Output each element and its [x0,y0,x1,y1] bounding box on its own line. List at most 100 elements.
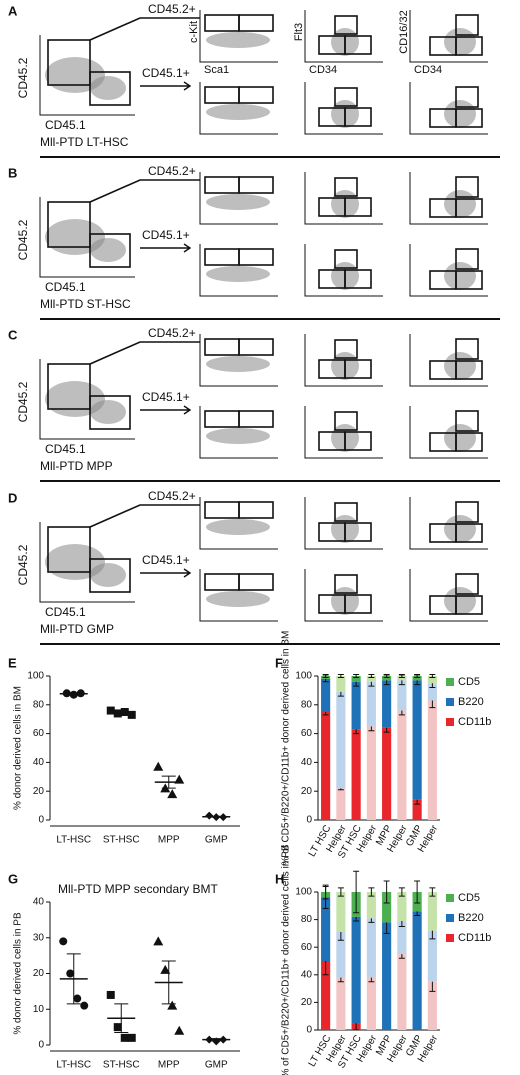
gate [204,176,240,194]
cell-cloud [90,76,126,100]
bar-segment [397,954,407,1030]
cell-cloud [206,32,270,48]
y-axis-label: CD45.2 [16,219,30,260]
y-tick-label: 80 [33,699,45,710]
gate [204,338,240,356]
gate [47,39,91,86]
bar-segment [382,727,392,820]
cell-cloud [206,591,270,607]
gate [455,432,483,452]
cell-cloud [444,100,476,128]
gate [204,410,240,428]
gate-label: CD45.2+ [148,326,196,340]
panel-label: F [275,655,283,670]
bar-segment [366,726,376,820]
bar-segment [366,892,376,919]
plot-axes [409,82,488,135]
gate-arrow [140,81,192,91]
bar-segment [336,892,346,933]
panel-label: B [8,165,17,180]
y-tick-label: 20 [301,786,313,797]
bar-segment [397,920,407,955]
bar-segment [412,680,422,800]
cell-cloud [444,262,476,290]
x-tick-label: MPP [158,1060,180,1071]
plot-axes [409,334,488,387]
bar-segment [336,977,346,1030]
error-bar [114,711,129,715]
y-axis-label: % donor derived cells in BM [13,686,24,810]
gate [334,339,358,359]
error-bar [398,887,405,897]
x-axis-label: CD34 [414,64,442,76]
cell-cloud [444,515,476,543]
plot-axes [304,82,383,135]
gate [455,108,483,128]
error-bar [368,674,375,678]
y-tick-label: 80 [301,699,313,710]
y-axis-label: Flt3 [293,23,305,41]
error-bar [383,880,390,904]
bar-segment [397,680,407,711]
y-tick-label: 0 [306,1025,312,1036]
error-bar [353,674,360,678]
gate [238,338,274,356]
x-tick-label: ST-HSC [103,835,140,846]
bar-segment [382,922,392,1030]
cell-cloud [206,356,270,372]
plot-axes [304,10,383,63]
legend-swatch [446,718,454,726]
bar-segment [336,932,346,978]
gate-connector [89,17,200,41]
error-bar [429,887,436,897]
y-tick-label: 60 [301,942,313,953]
gate [455,198,483,218]
gate-label: CD45.2+ [148,489,196,503]
gate [238,14,274,32]
gate-connector [89,179,200,203]
y-tick-label: 60 [301,728,313,739]
data-point [167,1000,178,1010]
bar-segment [412,911,422,1030]
data-point [153,936,164,946]
x-tick-label: GMP [205,835,228,846]
cell-cloud [90,563,126,587]
y-axis-label: % donor derived cells in PB [13,912,24,1035]
plot-axes [304,406,383,459]
gate [344,197,372,217]
gate [455,86,479,108]
bar-segment [366,918,376,978]
cell-cloud [206,104,270,120]
y-tick-label: 40 [301,969,313,980]
bar-segment [321,961,331,1030]
chart-title: Mll-PTD MPP secondary BMT [58,882,218,896]
x-axis-label: CD45.1 [45,118,86,132]
legend-label: CD11b [458,932,491,944]
cell-cloud [206,194,270,210]
error-bar [209,1038,224,1042]
x-tick-label: MPP [158,835,180,846]
bar-segment [336,788,346,820]
error-bar [383,674,390,678]
cell-cloud [444,587,476,615]
plot-axes [409,10,488,63]
error-bar [353,870,360,914]
bar-segment [382,676,392,681]
bar-segment [397,892,407,921]
data-point [153,761,164,771]
plot-axes [304,569,383,622]
bar-segment [351,729,361,820]
cell-cloud [444,28,476,56]
plot-axes [409,569,488,622]
data-point [106,990,115,999]
gate-arrow [140,568,192,578]
error-bar [322,674,329,678]
plot-axes [199,497,278,550]
bar-segment [351,676,361,682]
gate [344,107,372,127]
error-bar [322,884,329,900]
gate-label: CD45.2+ [148,164,196,178]
gate-arrow [140,243,192,253]
bar-segment [351,916,361,1024]
bar-segment [321,678,331,712]
